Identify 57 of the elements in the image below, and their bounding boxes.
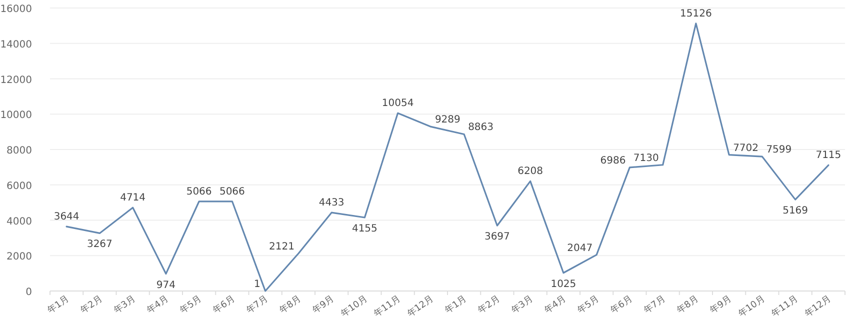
data-label: 3267 <box>86 239 112 250</box>
x-tick-label: 年5月 <box>178 293 204 316</box>
x-tick-label: 年6月 <box>608 293 634 316</box>
x-tick-label: 年12月 <box>802 293 834 320</box>
x-tick-label: 年7月 <box>642 293 668 316</box>
data-label: 7702 <box>733 142 759 154</box>
x-tick-label: 年8月 <box>277 293 304 316</box>
y-tick-label: 10000 <box>0 110 32 122</box>
x-tick-label: 年12月 <box>405 293 436 320</box>
x-tick-label: 年1月 <box>443 293 469 316</box>
data-label: 3697 <box>484 232 510 243</box>
data-label: 5066 <box>219 186 245 198</box>
data-label: 5066 <box>186 186 212 198</box>
data-label: 7130 <box>633 152 659 164</box>
data-label: 1 <box>254 278 260 290</box>
y-tick-label: 4000 <box>6 216 32 228</box>
x-tick-label: 年5月 <box>576 293 602 316</box>
data-label: 7599 <box>766 144 792 156</box>
x-tick-label: 年11月 <box>372 293 403 320</box>
x-tick-label: 年2月 <box>476 293 502 316</box>
data-label: 1025 <box>550 278 576 290</box>
y-tick-label: 2000 <box>6 252 32 263</box>
x-tick-label: 年10月 <box>338 293 370 320</box>
x-tick-label: 年3月 <box>112 293 138 316</box>
y-tick-label: 6000 <box>6 180 32 192</box>
x-tick-label: 年6月 <box>211 293 237 316</box>
data-label: 9289 <box>434 114 460 126</box>
data-label: 2121 <box>268 241 294 252</box>
data-label: 7115 <box>816 150 842 162</box>
y-tick-label: 0 <box>26 287 32 298</box>
x-tick-label: 年9月 <box>310 293 336 316</box>
y-tick-label: 12000 <box>0 74 32 86</box>
x-tick-label: 年11月 <box>770 293 800 320</box>
data-label: 2047 <box>567 242 593 254</box>
x-tick-label: 年7月 <box>244 293 270 316</box>
data-label: 10054 <box>382 98 414 110</box>
y-tick-label: 14000 <box>0 39 32 50</box>
data-label: 5169 <box>782 206 808 217</box>
data-label: 6986 <box>600 155 626 166</box>
x-tick-label: 年8月 <box>674 293 701 316</box>
data-label: 3644 <box>54 212 80 223</box>
data-label: 4155 <box>352 224 378 235</box>
x-tick-label: 年10月 <box>736 293 767 320</box>
data-label: 4433 <box>318 198 344 209</box>
x-tick-label: 年4月 <box>542 293 568 316</box>
data-label: 4714 <box>120 192 146 204</box>
x-tick-label: 年9月 <box>708 293 734 316</box>
data-label: 974 <box>156 280 176 291</box>
x-tick-label: 年4月 <box>144 293 171 316</box>
y-tick-label: 16000 <box>0 4 32 15</box>
data-label: 8863 <box>468 122 494 134</box>
x-tick-label: 年2月 <box>78 293 104 316</box>
data-label: 6208 <box>518 166 544 178</box>
x-tick-label: 年1月 <box>46 293 72 316</box>
y-tick-label: 8000 <box>6 146 32 156</box>
x-tick-label: 年3月 <box>509 293 536 316</box>
data-label: 15126 <box>680 8 712 20</box>
